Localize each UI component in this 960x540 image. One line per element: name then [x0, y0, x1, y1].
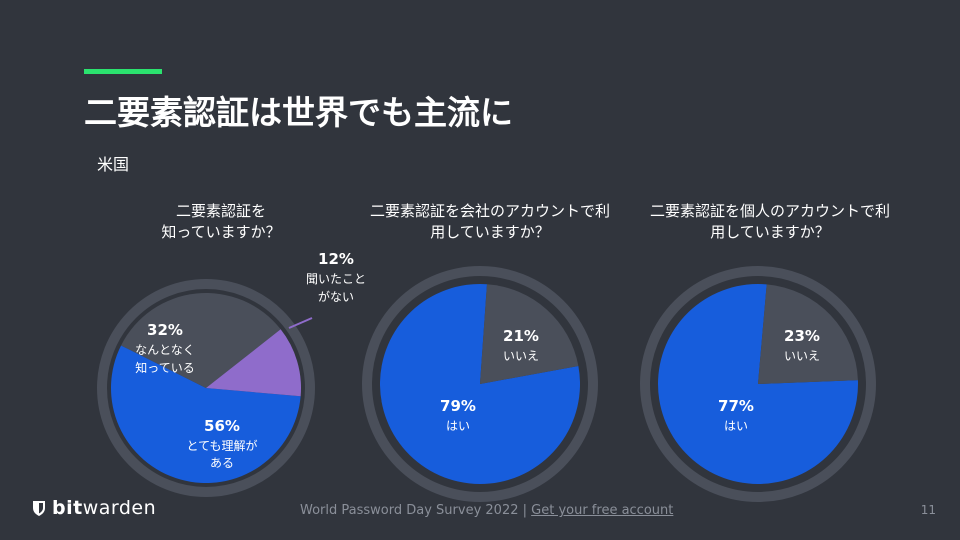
- chart-3-ring: [640, 266, 876, 502]
- chart-2-pct-yes: 79%: [440, 397, 476, 415]
- region-subtitle: 米国: [97, 155, 130, 174]
- survey-name: World Password Day Survey 2022 |: [300, 503, 527, 518]
- chart-2-label-no: いいえ: [503, 349, 539, 363]
- chart-3-label-no: いいえ: [784, 349, 820, 363]
- pie-chart-2: 21% いいえ 79% はい: [362, 266, 598, 502]
- chart-1-label-very-1: とても理解が: [186, 438, 257, 453]
- pie-chart-1: 32% なんとなく 知っている 56% とても理解が ある 12% 聞いたこと …: [97, 250, 366, 497]
- chart-1-pct-never: 12%: [318, 250, 354, 268]
- chart-2-question: 二要素認証を会社のアカウントで利 用していますか？: [369, 202, 610, 241]
- chart-1-label-very-2: ある: [210, 456, 234, 470]
- bitwarden-logo[interactable]: bitwarden: [32, 497, 156, 519]
- chart-2-slice-no: [480, 284, 579, 384]
- chart-2-slice-yes: [380, 283, 581, 484]
- chart-2-label-yes: はい: [446, 419, 470, 433]
- chart-1-leader-line: [288, 317, 313, 329]
- chart-1-label-never-1: 聞いたこと: [306, 272, 366, 286]
- chart-1-label-never-2: がない: [318, 289, 354, 304]
- chart-2-pct-no: 21%: [503, 327, 539, 345]
- chart-3-label-yes: はい: [724, 419, 748, 433]
- chart-3-slice-no: [758, 284, 858, 384]
- chart-1-slice-very-familiar: [111, 345, 301, 484]
- shield-icon: [33, 500, 45, 516]
- chart-3-slice-yes: [658, 283, 859, 484]
- chart-3-pct-yes: 77%: [718, 397, 754, 415]
- free-account-link[interactable]: Get your free account: [531, 503, 674, 518]
- chart-1-pct-very: 56%: [204, 417, 240, 435]
- footer-survey-note: World Password Day Survey 2022 | Get you…: [300, 503, 673, 518]
- chart-3-pct-no: 23%: [784, 327, 820, 345]
- chart-1-label-somewhat-1: なんとなく: [135, 343, 195, 357]
- title-accent-bar: [84, 69, 162, 74]
- chart-1-slice-never-heard: [206, 329, 302, 397]
- slide-title: 二要素認証は世界でも主流に: [84, 93, 513, 132]
- pie-chart-3: 23% いいえ 77% はい: [640, 266, 876, 502]
- chart-2-ring: [362, 266, 598, 502]
- brand-wordmark: bitwarden: [52, 497, 157, 519]
- chart-1-pct-somewhat: 32%: [147, 321, 183, 339]
- chart-1-label-somewhat-2: 知っている: [135, 361, 194, 375]
- chart-1-slice-somewhat-familiar: [121, 292, 281, 388]
- chart-1-question: 二要素認証を 知っていますか？: [161, 202, 281, 241]
- chart-3-question: 二要素認証を個人のアカウントで利 用していますか？: [649, 202, 890, 241]
- chart-1-ring: [97, 279, 315, 497]
- page-number: 11: [920, 503, 936, 517]
